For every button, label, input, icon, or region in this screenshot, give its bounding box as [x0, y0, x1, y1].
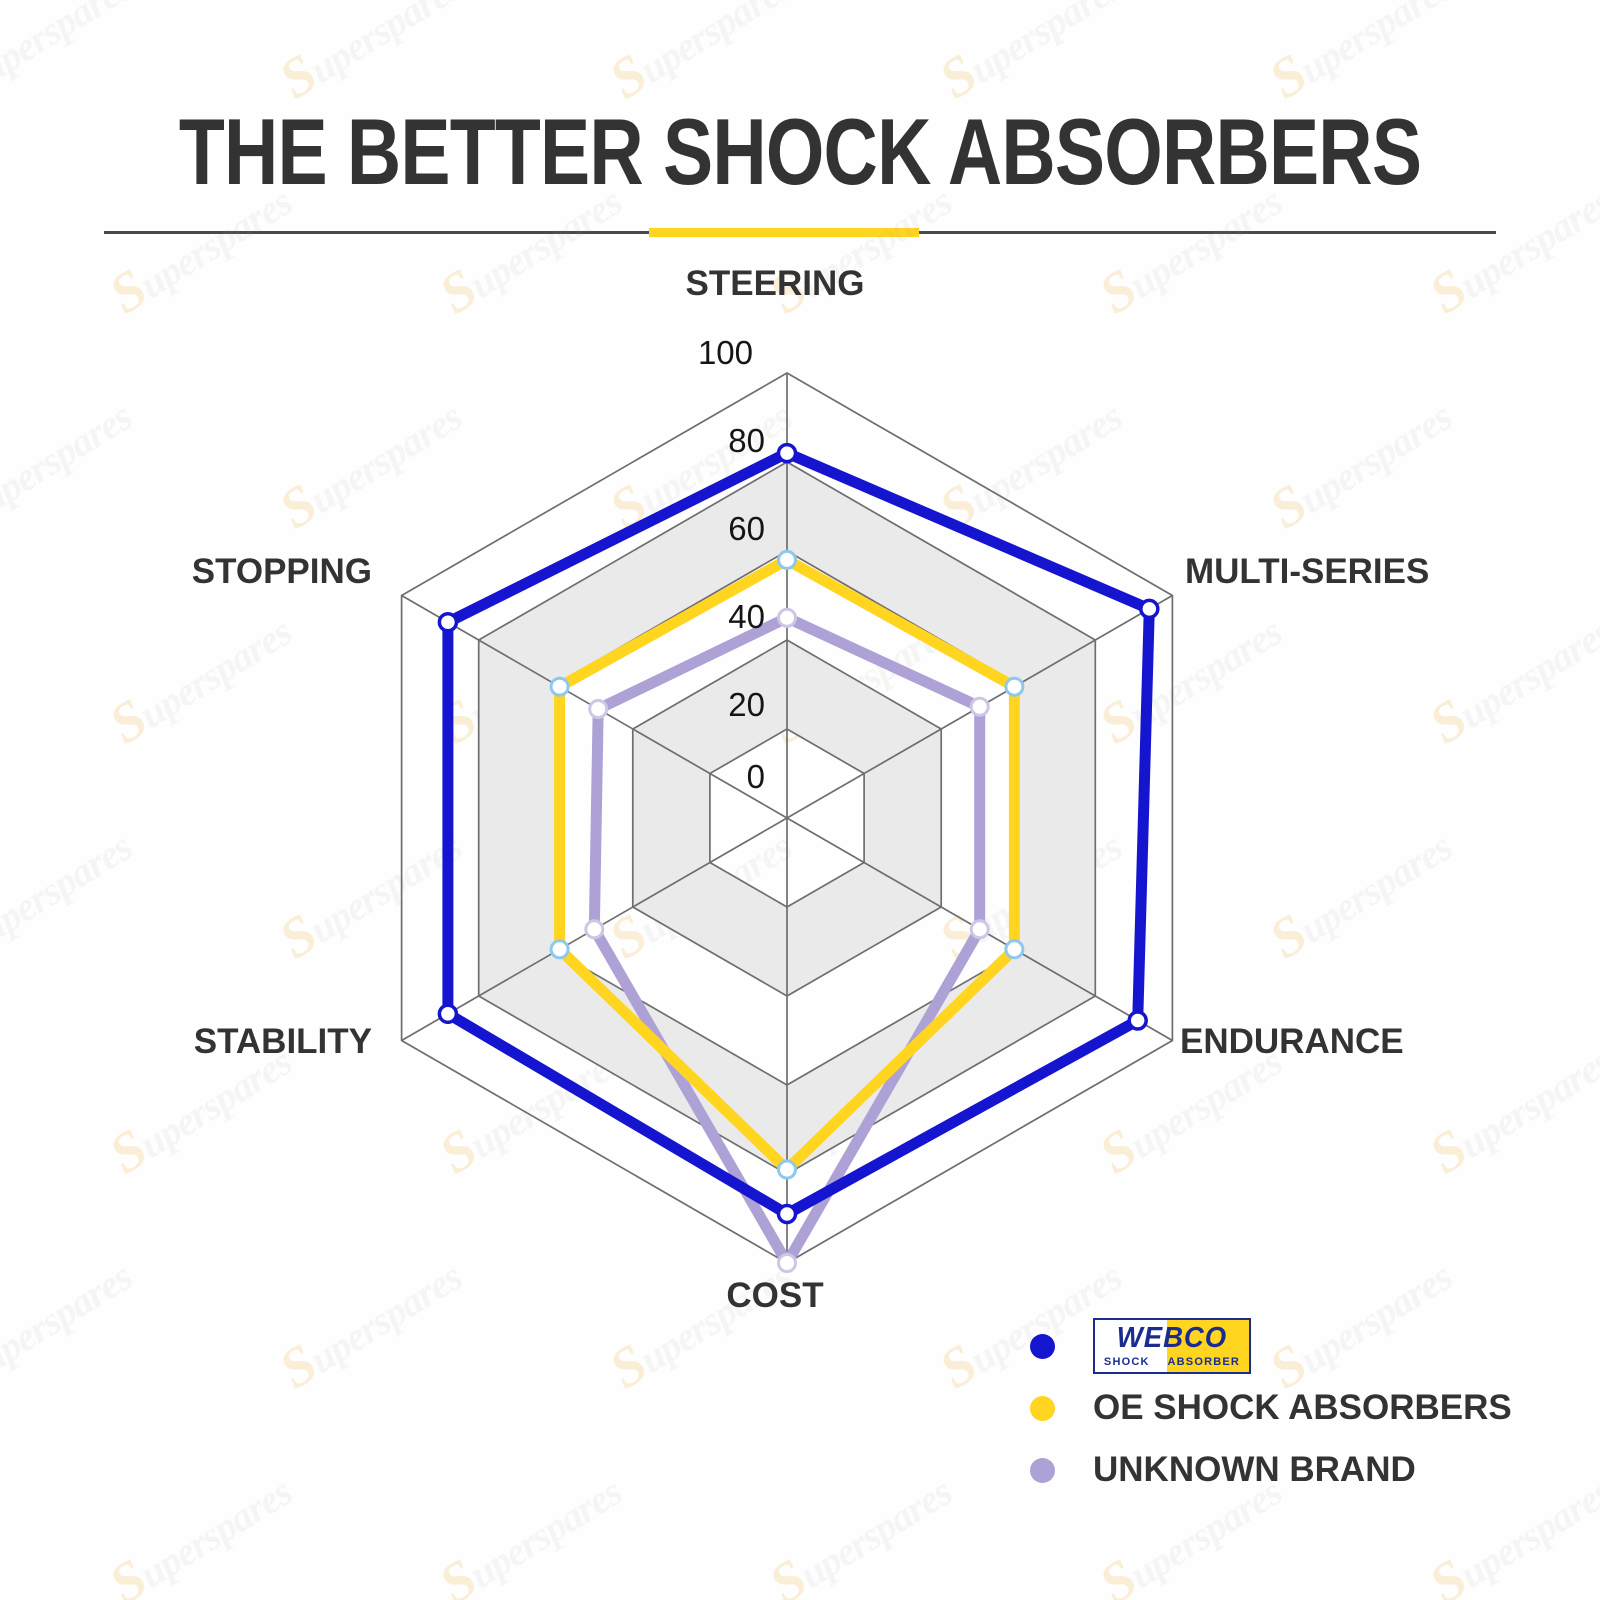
- grid-band: [632, 640, 942, 996]
- legend-label-oe: OE SHOCK ABSORBERS: [1093, 1388, 1512, 1427]
- series-point: [1004, 939, 1025, 960]
- page-title: THE BETTER SHOCK ABSORBERS: [178, 99, 1422, 204]
- title-block: THE BETTER SHOCK ABSORBERS: [0, 104, 1600, 200]
- legend-swatch-webco: [1030, 1333, 1055, 1359]
- series-point: [969, 696, 990, 717]
- legend-swatch-unknown: [1030, 1457, 1055, 1483]
- legend-item-oe[interactable]: OE SHOCK ABSORBERS: [1030, 1377, 1512, 1439]
- series-point: [437, 1003, 459, 1025]
- series-point: [969, 919, 990, 940]
- axis-label-stability: STABILITY: [194, 1022, 372, 1061]
- series-point: [588, 699, 609, 719]
- series-point: [584, 919, 605, 940]
- axis-label-multi-series: MULTI-SERIES: [1185, 552, 1429, 591]
- series-point: [1127, 1010, 1148, 1031]
- series-point: [549, 939, 570, 960]
- series-point: [549, 676, 570, 697]
- radial-tick-label: 60: [728, 510, 765, 547]
- series-point: [777, 1253, 797, 1273]
- legend-item-unknown[interactable]: UNKNOWN BRAND: [1030, 1439, 1512, 1501]
- series-point: [777, 607, 797, 628]
- webco-logo: WEBCO SHOCK ABSORBER: [1093, 1318, 1251, 1374]
- webco-logo-tagline: SHOCK ABSORBER: [1095, 1354, 1249, 1370]
- radial-tick-label: 0: [747, 758, 765, 795]
- chart-legend: WEBCO SHOCK ABSORBER OE SHOCK ABSORBERS …: [1030, 1315, 1512, 1501]
- axis-label-stopping: STOPPING: [192, 552, 372, 591]
- series-point: [776, 1203, 798, 1225]
- title-divider: [104, 228, 1496, 237]
- radial-tick-label: 80: [728, 422, 765, 459]
- series-point: [776, 442, 798, 464]
- legend-label-unknown: UNKNOWN BRAND: [1093, 1450, 1416, 1489]
- legend-item-webco[interactable]: WEBCO SHOCK ABSORBER: [1030, 1315, 1512, 1377]
- series-point: [437, 611, 459, 633]
- radial-tick-label: 100: [698, 334, 753, 371]
- series-point: [1139, 598, 1160, 620]
- axis-labels: STEERING MULTI-SERIES ENDURANCE COST STABILI…: [192, 264, 1430, 1315]
- axis-label-steering: STEERING: [686, 264, 865, 303]
- radial-tick-label: 20: [728, 686, 765, 723]
- webco-logo-wordmark: WEBCO: [1116, 1322, 1228, 1354]
- axis-label-endurance: ENDURANCE: [1180, 1022, 1404, 1061]
- divider-accent-bar: [649, 228, 919, 237]
- series-point: [777, 549, 797, 570]
- radial-tick-label: 40: [728, 598, 765, 635]
- series-layer: [437, 442, 1160, 1273]
- series-point: [1004, 676, 1025, 697]
- webco-logo-tagline-right: ABSORBER: [1167, 1356, 1241, 1368]
- webco-logo-yellow-panel: [1167, 1320, 1249, 1372]
- axis-label-cost: COST: [726, 1276, 823, 1315]
- legend-swatch-oe: [1030, 1395, 1055, 1421]
- webco-logo-tagline-left: SHOCK: [1103, 1356, 1150, 1368]
- series-point: [777, 1159, 797, 1180]
- tick-labels: 100 80 60 40 20 0: [698, 334, 765, 795]
